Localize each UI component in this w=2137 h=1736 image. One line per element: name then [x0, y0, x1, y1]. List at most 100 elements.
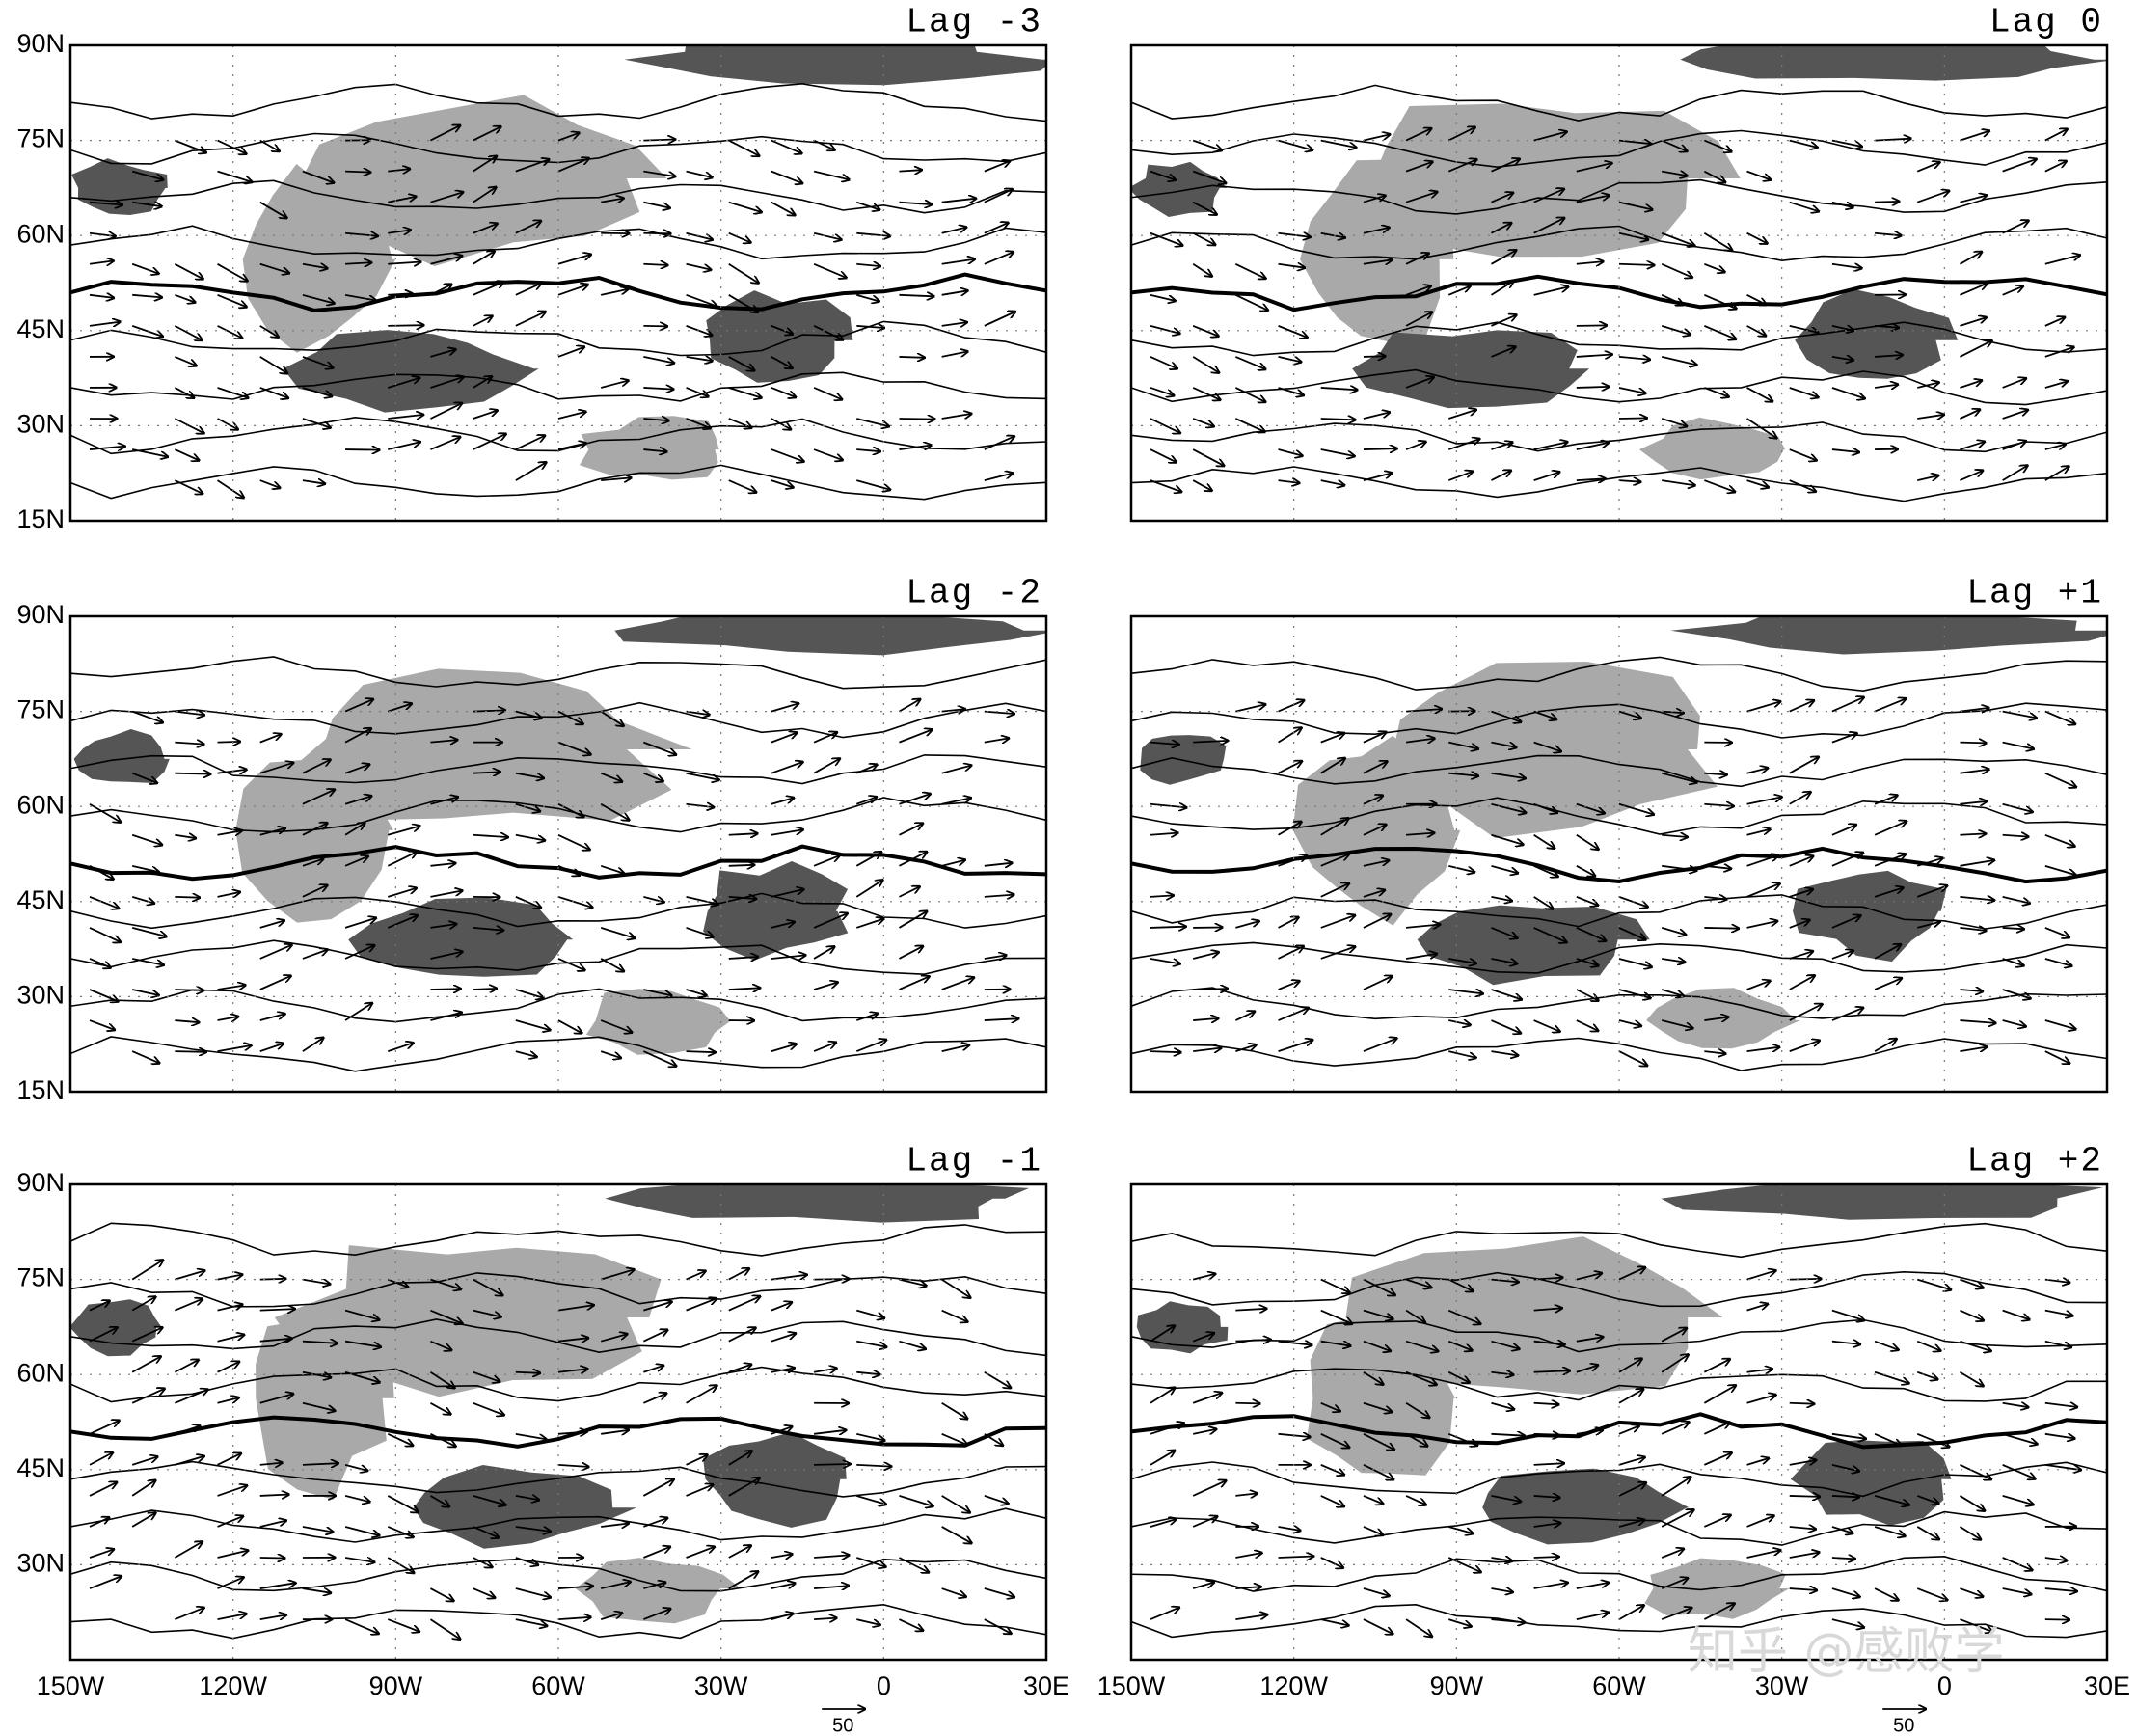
- map-panel: Lag +1: [1129, 574, 2109, 1094]
- wind-vector: [1405, 128, 1431, 142]
- wind-vector: [686, 387, 709, 396]
- wind-vector: [1831, 201, 1853, 208]
- wind-vector: [1150, 1388, 1176, 1404]
- lat-label: 45N: [16, 1453, 65, 1482]
- wind-vector: [175, 1051, 206, 1052]
- wind-vector: [1533, 132, 1567, 142]
- wind-vector: [430, 403, 462, 420]
- map-content: [1131, 45, 2107, 521]
- dark-shading: [703, 861, 849, 961]
- wind-vector: [941, 766, 972, 774]
- lon-label: 150W: [1097, 1671, 1166, 1700]
- wind-vector: [1746, 981, 1771, 990]
- wind-vector: [89, 260, 114, 263]
- wind-vector: [302, 1342, 338, 1343]
- wind-vector: [728, 1571, 759, 1589]
- wind-vector: [813, 982, 838, 990]
- wind-vector: [941, 1587, 966, 1597]
- wind-vector: [728, 1268, 749, 1281]
- wind-vector: [643, 356, 674, 364]
- wind-vector: [1746, 294, 1767, 305]
- wind-vector: [1533, 1019, 1560, 1032]
- wind-vector: [1320, 139, 1357, 149]
- lon-label: 0: [877, 1671, 891, 1700]
- wind-vector: [387, 852, 417, 867]
- wind-vector: [1363, 473, 1393, 481]
- wind-vector: [899, 419, 934, 420]
- contour-line: [1131, 1412, 2107, 1450]
- wind-vector: [813, 139, 835, 150]
- wind-vector: [813, 732, 837, 744]
- wind-vector: [1278, 264, 1306, 268]
- wind-vector: [855, 1040, 886, 1052]
- wind-vector: [1618, 1482, 1646, 1497]
- wind-vector: [1618, 958, 1652, 967]
- wind-vector: [941, 709, 965, 712]
- wind-vector: [1491, 989, 1522, 999]
- wind-vector: [771, 829, 803, 836]
- wind-vector: [1746, 1395, 1776, 1404]
- wind-vector: [217, 325, 243, 339]
- wind-vector: [1618, 927, 1646, 940]
- wind-vector: [1363, 356, 1386, 357]
- contour-line: [70, 892, 1046, 930]
- wind-vector: [388, 169, 410, 172]
- wind-vector: [771, 1044, 797, 1052]
- wind-vector: [131, 448, 168, 457]
- lat-label: 15N: [16, 1075, 65, 1104]
- wind-vector: [430, 1495, 449, 1506]
- wind-vector: [131, 1513, 155, 1528]
- wind-vector: [771, 1426, 793, 1435]
- wind-vector: [1491, 864, 1518, 874]
- wind-vector: [1704, 928, 1739, 929]
- wind-vector: [1959, 1526, 1981, 1540]
- lon-label: 30E: [2084, 1671, 2130, 1700]
- wind-vector: [984, 738, 1009, 742]
- wind-vector: [899, 170, 922, 171]
- panel-frame: [1129, 614, 2109, 1094]
- wind-vector: [643, 1609, 670, 1620]
- wind-vector: [89, 1549, 114, 1559]
- wind-vector: [557, 1587, 593, 1589]
- wind-vector: [1491, 223, 1511, 234]
- panel-title: Lag -1: [906, 1142, 1042, 1181]
- wind-vector: [643, 264, 667, 265]
- wind-vector: [1320, 1278, 1350, 1293]
- wind-vector: [1491, 1280, 1518, 1283]
- wind-vector: [1448, 1526, 1473, 1533]
- wind-vector: [430, 863, 455, 866]
- wind-vector: [1703, 1452, 1731, 1466]
- wind-vector: [217, 1614, 247, 1620]
- wind-vector: [1491, 802, 1526, 813]
- wind-vector: [1406, 833, 1434, 835]
- wind-vector: [1150, 1424, 1184, 1435]
- wind-vector: [1405, 377, 1434, 389]
- wind-vector: [1789, 975, 1815, 990]
- wind-vector: [2002, 1309, 2030, 1320]
- wind-vector: [515, 772, 544, 778]
- wind-vector: [813, 758, 840, 774]
- wind-vector: [174, 387, 194, 398]
- dark-shading: [1131, 161, 1228, 217]
- wind-vector: [1960, 1278, 1983, 1288]
- wind-vector: [2002, 989, 2031, 998]
- wind-vector: [1235, 356, 1265, 369]
- wind-vector: [1875, 355, 1903, 357]
- wind-vector: [515, 312, 546, 327]
- contour-line: [70, 1558, 1046, 1592]
- wind-vector: [1703, 170, 1725, 183]
- wind-vector: [1448, 864, 1474, 873]
- wind-vector: [557, 710, 583, 724]
- wind-vector: [1533, 865, 1558, 877]
- wind-vector: [473, 1278, 503, 1296]
- wind-vector: [814, 1279, 850, 1280]
- wind-vector: [387, 1526, 414, 1537]
- wind-vector: [1960, 990, 1983, 991]
- wind-vector: [601, 199, 624, 203]
- wind-vector: [259, 1309, 295, 1311]
- wind-vector: [1661, 927, 1686, 935]
- wind-vector: [344, 856, 368, 867]
- wind-vector: [856, 1432, 884, 1441]
- wind-vector: [217, 293, 247, 308]
- contour-line: [70, 754, 1046, 785]
